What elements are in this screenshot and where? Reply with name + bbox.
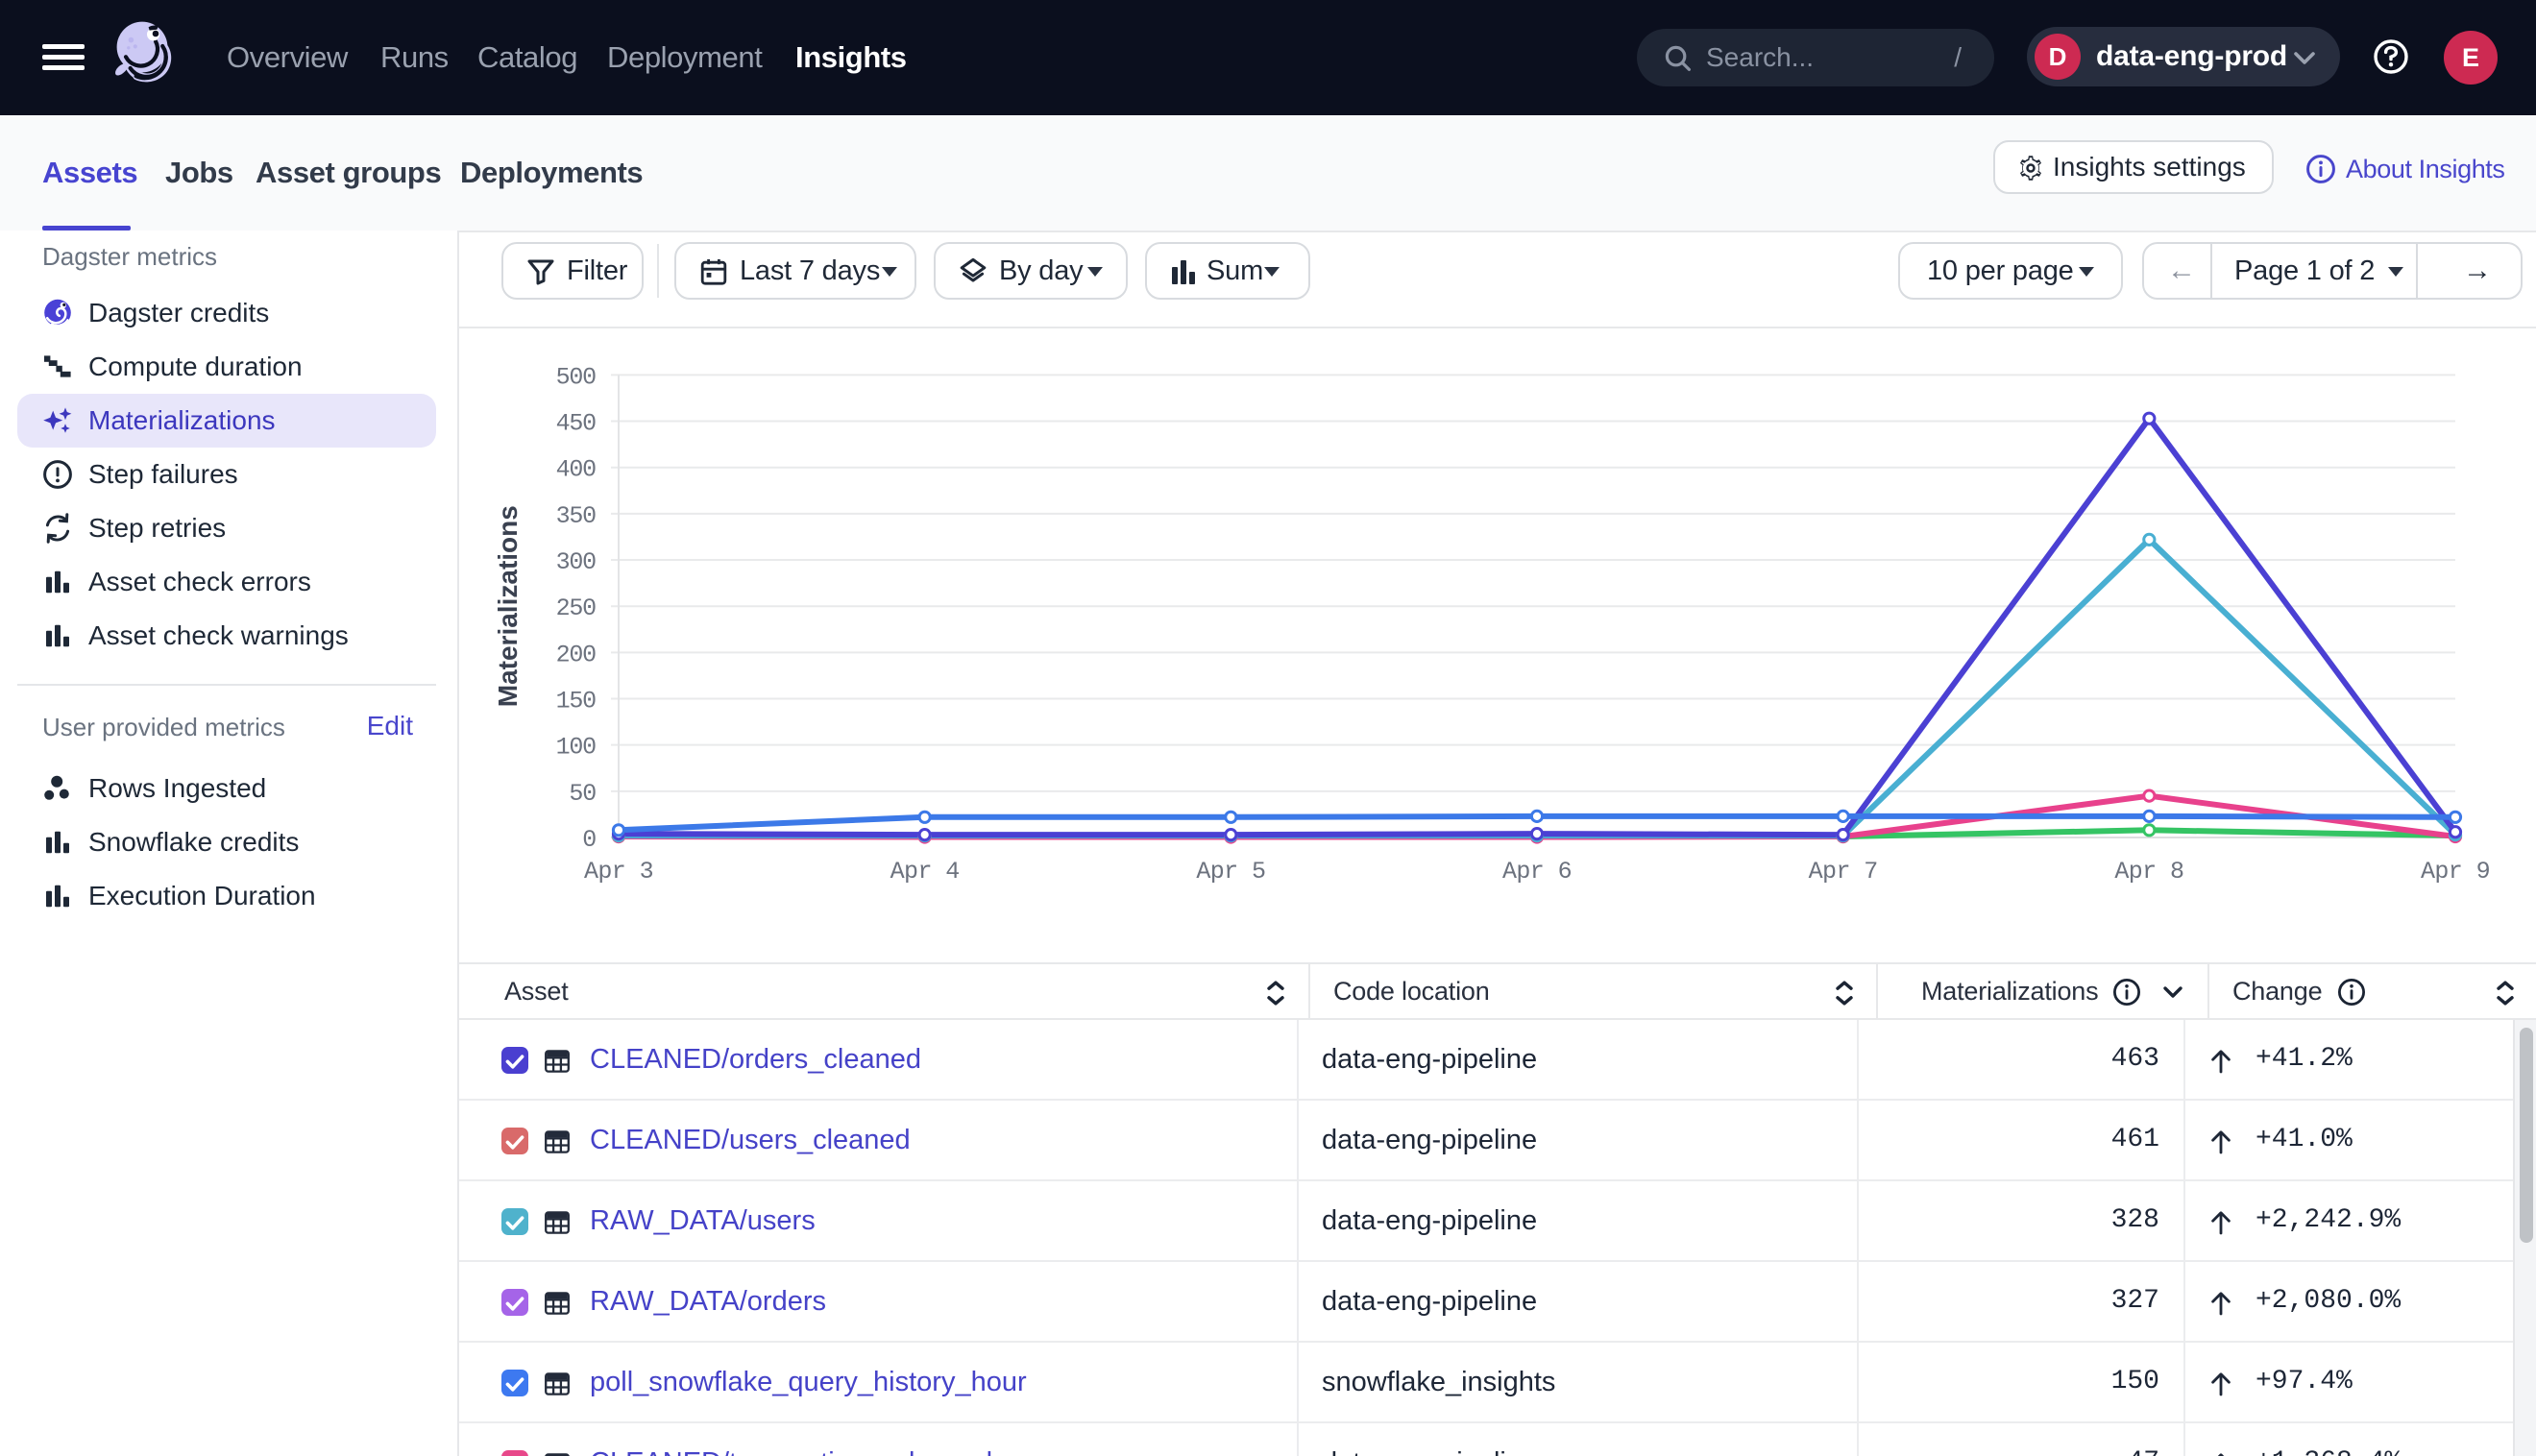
svg-text:Materializations: Materializations	[493, 505, 523, 707]
svg-text:Apr 8: Apr 8	[2114, 858, 2183, 886]
svg-text:250: 250	[556, 595, 597, 622]
svg-text:0: 0	[582, 826, 596, 854]
svg-text:150: 150	[556, 688, 597, 716]
svg-text:100: 100	[556, 734, 597, 762]
svg-text:200: 200	[556, 641, 597, 668]
svg-text:450: 450	[556, 410, 597, 438]
svg-text:300: 300	[556, 548, 597, 576]
svg-text:Apr 6: Apr 6	[1502, 858, 1572, 886]
svg-text:350: 350	[556, 502, 597, 530]
svg-text:500: 500	[556, 363, 597, 391]
svg-text:400: 400	[556, 456, 597, 484]
svg-text:Apr 9: Apr 9	[2421, 858, 2490, 886]
svg-text:Apr 5: Apr 5	[1196, 858, 1265, 886]
svg-text:Apr 3: Apr 3	[584, 858, 653, 886]
svg-text:50: 50	[569, 780, 596, 808]
svg-text:Apr 4: Apr 4	[890, 858, 960, 886]
svg-text:Apr 7: Apr 7	[1809, 858, 1878, 886]
